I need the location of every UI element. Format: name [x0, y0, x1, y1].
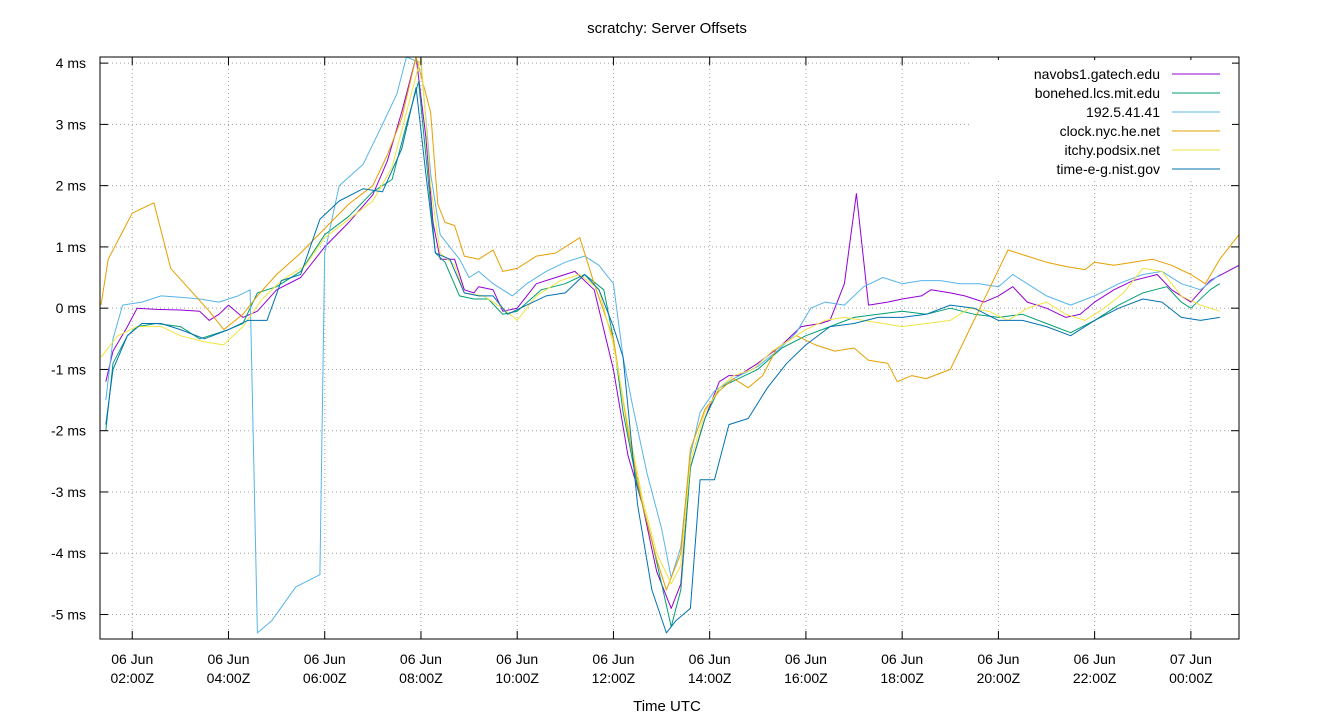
y-tick-label: 1 ms — [56, 239, 86, 255]
x-tick-label-time: 00:00Z — [1169, 670, 1213, 686]
x-tick-label-time: 22:00Z — [1073, 670, 1117, 686]
y-tick-label: -4 ms — [51, 545, 86, 561]
series-line-bonehed-lcs-mit-edu — [105, 81, 1221, 628]
x-tick-label-date: 06 Jun — [111, 651, 153, 667]
x-tick-label-date: 06 Jun — [1074, 651, 1116, 667]
x-tick-label-date: 06 Jun — [592, 651, 634, 667]
y-tick-label: 0 ms — [56, 300, 86, 316]
x-tick-label-time: 20:00Z — [977, 670, 1021, 686]
legend-label: 192.5.41.41 — [1086, 104, 1160, 120]
x-tick-label-time: 14:00Z — [688, 670, 732, 686]
y-tick-label: -2 ms — [51, 423, 86, 439]
legend-label: navobs1.gatech.edu — [1034, 66, 1160, 82]
series-line-navobs1-gatech-edu — [105, 57, 1239, 609]
legend-label: bonehed.lcs.mit.edu — [1035, 85, 1160, 101]
legend-label: itchy.podsix.net — [1065, 142, 1161, 158]
y-tick-label: 4 ms — [56, 55, 86, 71]
x-tick-label-time: 02:00Z — [110, 670, 154, 686]
y-tick-label: -1 ms — [51, 361, 86, 377]
y-tick-label: 3 ms — [56, 116, 86, 132]
x-tick-label-time: 06:00Z — [303, 670, 347, 686]
legend-label: clock.nyc.he.net — [1060, 123, 1160, 139]
x-tick-label-time: 08:00Z — [399, 670, 443, 686]
series-layer — [100, 57, 1239, 634]
x-tick-label-date: 06 Jun — [977, 651, 1019, 667]
x-tick-labels: 06 Jun 02:00Z 06 Jun 04:00Z 06 Jun 06:00Z 06 J… — [110, 651, 1213, 686]
y-tick-label: -5 ms — [51, 606, 86, 622]
tick-layer — [100, 57, 1239, 639]
series-line-192-5-41-41 — [105, 57, 1221, 634]
chart-title: scratchy: Server Offsets — [587, 20, 747, 37]
x-tick-label-date: 06 Jun — [785, 651, 827, 667]
series-line-itchy-podsix-net — [100, 57, 1220, 585]
series-line-time-e-g-nist-gov — [105, 87, 1220, 634]
legend-label: time-e-g.nist.gov — [1057, 161, 1160, 177]
y-tick-labels: 4 ms 3 ms 2 ms 1 ms 0 ms -1 ms -2 ms -3 ms -4 ms… — [51, 55, 86, 622]
y-tick-label: 2 ms — [56, 178, 86, 194]
x-tick-label-date: 06 Jun — [207, 651, 249, 667]
x-tick-label-date: 07 Jun — [1170, 651, 1212, 667]
x-tick-label-date: 06 Jun — [496, 651, 538, 667]
legend: navobs1.gatech.edu bonehed.lcs.mit.edu 192… — [970, 60, 1232, 180]
x-tick-label-date: 06 Jun — [400, 651, 442, 667]
x-tick-label-date: 06 Jun — [689, 651, 731, 667]
x-axis-title: Time UTC — [633, 698, 701, 715]
x-tick-label-date: 06 Jun — [881, 651, 923, 667]
x-tick-label-time: 18:00Z — [880, 670, 924, 686]
x-tick-label-time: 10:00Z — [495, 670, 539, 686]
x-tick-label-time: 16:00Z — [784, 670, 828, 686]
y-tick-label: -3 ms — [51, 484, 86, 500]
plot-frame — [99, 56, 1240, 640]
x-tick-label-time: 12:00Z — [592, 670, 636, 686]
x-tick-label-time: 04:00Z — [207, 670, 251, 686]
legend-background — [970, 60, 1232, 180]
x-tick-label-date: 06 Jun — [304, 651, 346, 667]
